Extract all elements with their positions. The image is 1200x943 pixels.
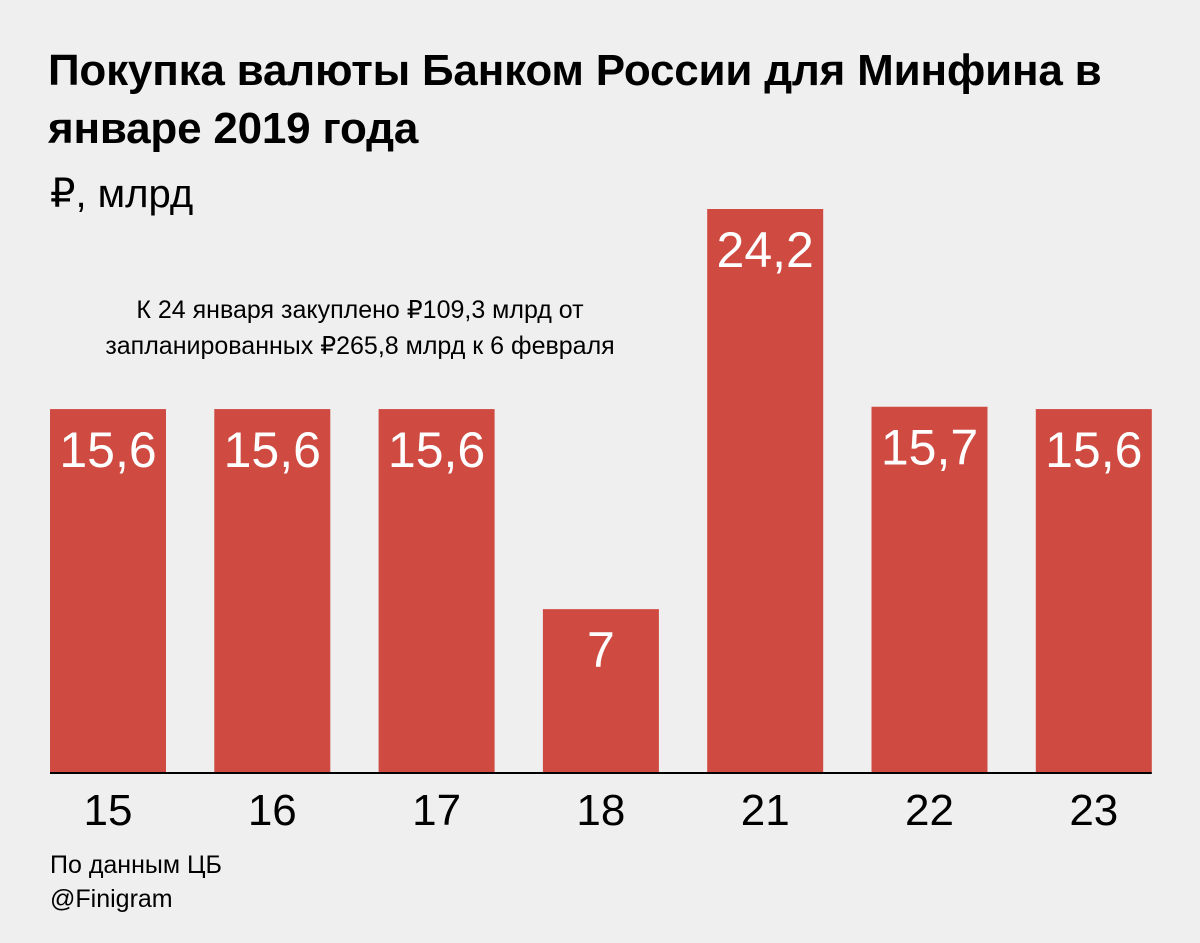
bar-18 xyxy=(542,609,659,772)
value-label-23: 15,6 xyxy=(1045,422,1142,478)
brand-handle: @Finigram xyxy=(50,885,173,913)
source-credit: По данным ЦБ @Finigram xyxy=(50,848,222,916)
value-label-18: 7 xyxy=(587,622,615,678)
source-label: По данным ЦБ xyxy=(50,851,222,879)
bar-16 xyxy=(214,409,331,772)
bar-23 xyxy=(1035,409,1152,772)
x-tick-label-18: 18 xyxy=(576,786,625,835)
bar-21 xyxy=(707,209,824,772)
value-label-22: 15,7 xyxy=(881,420,978,476)
bar-15 xyxy=(50,409,166,772)
value-label-17: 15,6 xyxy=(388,422,485,478)
chart-subtitle: ₽, млрд xyxy=(50,172,194,216)
x-tick-label-16: 16 xyxy=(248,786,297,835)
chart-title: Покупка валюты Банком России для Минфина… xyxy=(48,46,1102,153)
value-label-21: 24,2 xyxy=(717,222,814,278)
x-tick-label-17: 17 xyxy=(412,786,461,835)
bar-17 xyxy=(378,409,495,772)
value-label-15: 15,6 xyxy=(59,422,156,478)
x-tick-label-15: 15 xyxy=(84,786,133,835)
x-tick-label-23: 23 xyxy=(1069,786,1118,835)
x-tick-label-21: 21 xyxy=(741,786,790,835)
x-tick-label-22: 22 xyxy=(905,786,954,835)
bar-22 xyxy=(871,406,988,772)
value-label-16: 15,6 xyxy=(224,422,321,478)
chart-annotation: К 24 января закуплено ₽109,3 млрд от зап… xyxy=(105,296,615,360)
